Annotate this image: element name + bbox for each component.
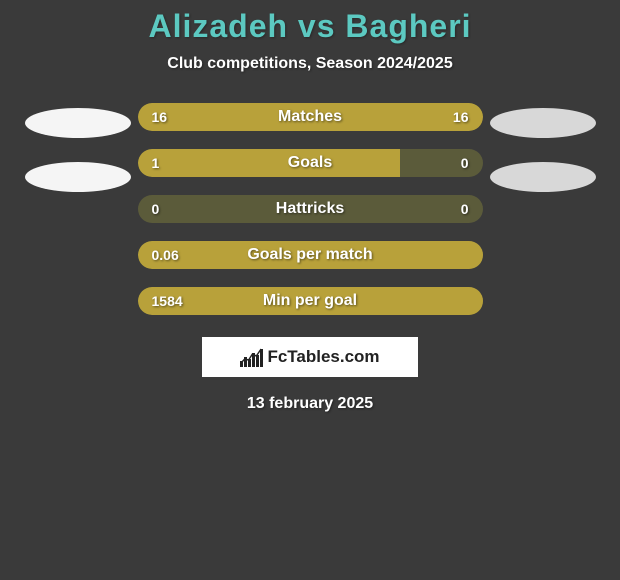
stat-bar: Min per goal 1584 [138, 287, 483, 315]
bar-value-right: 16 [453, 109, 469, 125]
bar-value-left: 0.06 [152, 247, 179, 263]
avatar-column-right [483, 103, 603, 216]
bar-value-left: 0 [152, 201, 160, 217]
logo-text: FcTables.com [267, 347, 379, 367]
bar-value-left: 1 [152, 155, 160, 171]
logo-box: FcTables.com [202, 337, 418, 377]
avatar-left-2 [25, 162, 131, 192]
bar-value-right: 0 [461, 201, 469, 217]
bar-label: Goals [288, 154, 332, 172]
stat-bar: Hattricks 0 0 [138, 195, 483, 223]
bar-fill-left [138, 149, 400, 177]
bar-value-left: 16 [152, 109, 168, 125]
bars-column: Matches 16 16 Goals 1 0 Hattricks 0 0 Goals per m… [138, 103, 483, 315]
logo-chart-icon [240, 347, 263, 367]
bar-value-left: 1584 [152, 293, 183, 309]
stats-area: Matches 16 16 Goals 1 0 Hattricks 0 0 Goals per m… [0, 103, 620, 315]
bar-label: Matches [278, 108, 342, 126]
avatar-column-left [18, 103, 138, 216]
stat-bar: Goals per match 0.06 [138, 241, 483, 269]
bar-value-right: 0 [461, 155, 469, 171]
date-label: 13 february 2025 [247, 395, 373, 413]
avatar-right-2 [490, 162, 596, 192]
stat-bar: Matches 16 16 [138, 103, 483, 131]
infographic-container: Alizadeh vs Bagheri Club competitions, S… [0, 0, 620, 580]
bar-label: Goals per match [247, 246, 372, 264]
avatar-left-1 [25, 108, 131, 138]
stat-bar: Goals 1 0 [138, 149, 483, 177]
subtitle: Club competitions, Season 2024/2025 [167, 55, 452, 73]
bar-label: Min per goal [263, 292, 357, 310]
page-title: Alizadeh vs Bagheri [148, 8, 471, 45]
bar-label: Hattricks [276, 200, 344, 218]
avatar-right-1 [490, 108, 596, 138]
